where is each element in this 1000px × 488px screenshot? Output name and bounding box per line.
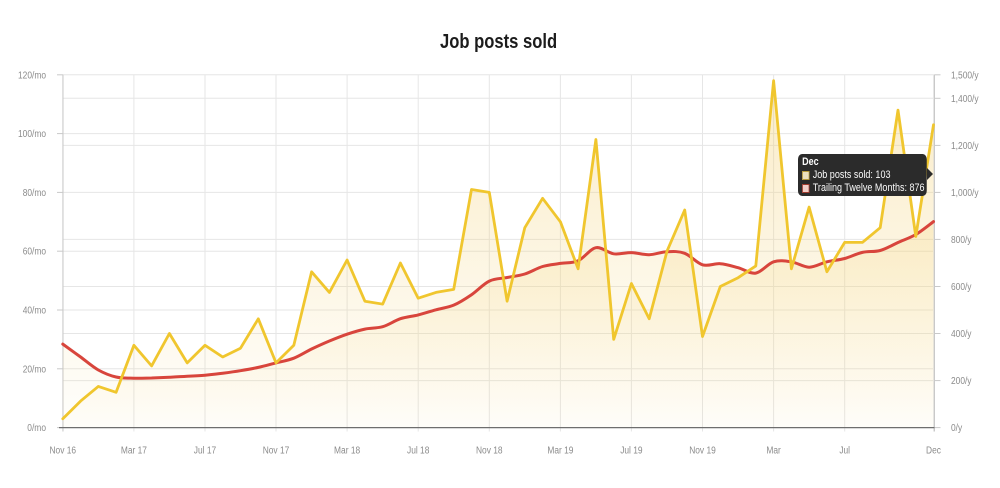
svg-text:Nov 16: Nov 16 [50, 446, 77, 457]
svg-text:100/mo: 100/mo [18, 129, 46, 140]
svg-text:Nov 19: Nov 19 [689, 446, 716, 457]
svg-text:0/y: 0/y [951, 423, 962, 434]
svg-text:40/mo: 40/mo [23, 306, 47, 317]
svg-text:60/mo: 60/mo [23, 247, 47, 258]
svg-text:Nov 18: Nov 18 [476, 446, 503, 457]
svg-text:600/y: 600/y [951, 282, 972, 293]
svg-text:1,400/y: 1,400/y [951, 94, 979, 105]
svg-text:800/y: 800/y [951, 235, 972, 246]
svg-text:1,200/y: 1,200/y [951, 141, 979, 152]
svg-text:Mar: Mar [766, 446, 781, 457]
svg-text:Jul 17: Jul 17 [194, 446, 217, 457]
svg-text:400/y: 400/y [951, 329, 972, 340]
svg-text:80/mo: 80/mo [23, 188, 47, 199]
svg-text:Jul 19: Jul 19 [620, 446, 643, 457]
svg-text:Mar 17: Mar 17 [121, 446, 147, 457]
svg-text:1,000/y: 1,000/y [951, 188, 979, 199]
svg-text:0/mo: 0/mo [27, 423, 46, 434]
svg-text:200/y: 200/y [951, 376, 972, 387]
svg-text:1,500/y: 1,500/y [951, 70, 979, 81]
svg-text:Mar 19: Mar 19 [547, 446, 573, 457]
svg-text:Nov 17: Nov 17 [263, 446, 290, 457]
svg-text:120/mo: 120/mo [18, 70, 46, 81]
svg-text:Mar 18: Mar 18 [334, 446, 360, 457]
svg-text:Dec: Dec [926, 446, 941, 457]
svg-text:Jul: Jul [839, 446, 850, 457]
svg-text:Jul 18: Jul 18 [407, 446, 430, 457]
svg-text:20/mo: 20/mo [23, 364, 47, 375]
